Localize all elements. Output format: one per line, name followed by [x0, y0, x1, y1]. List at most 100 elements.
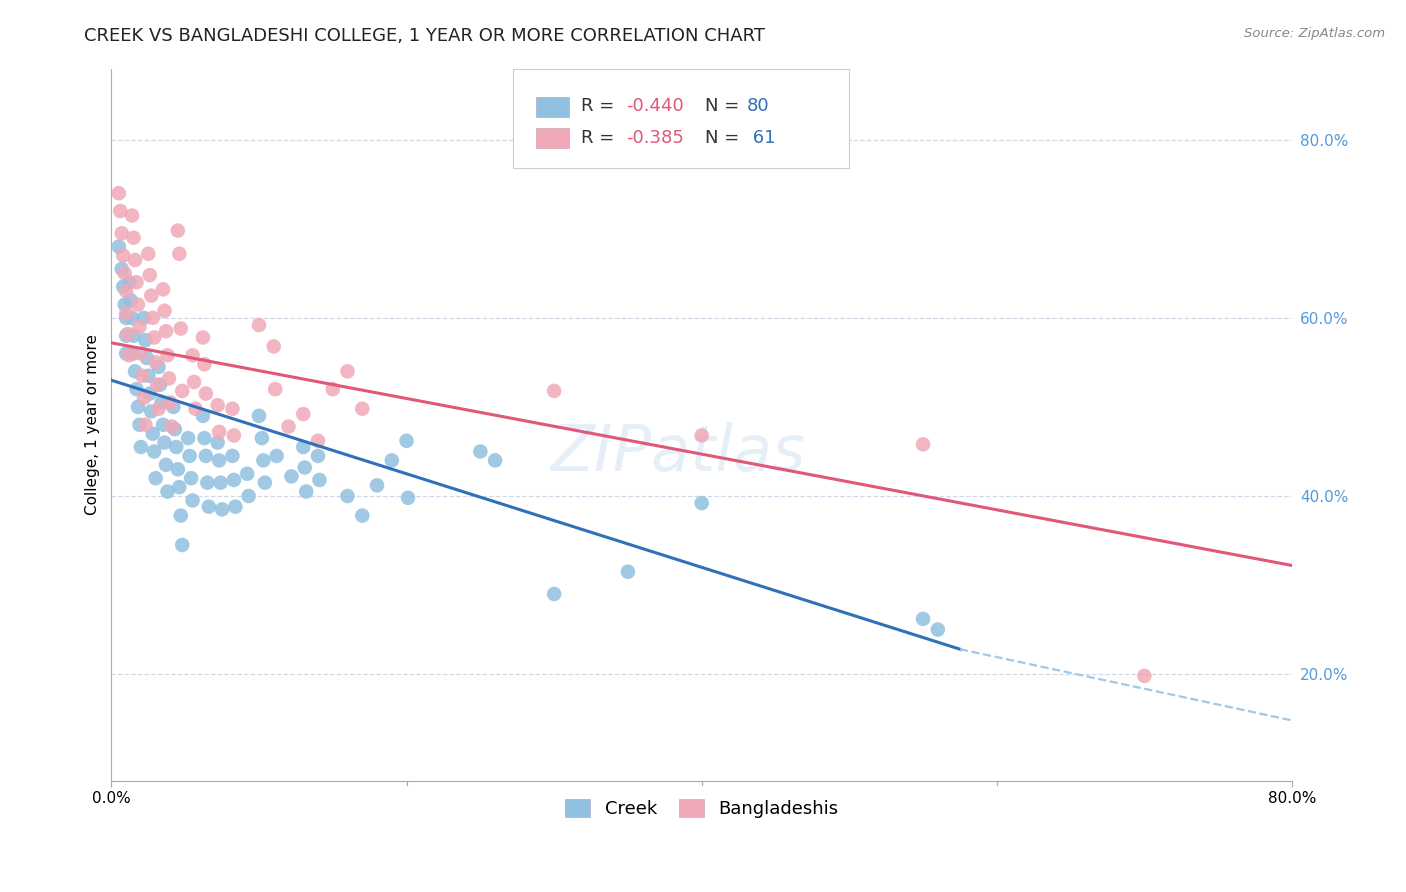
Point — [156, 484, 179, 499]
Text: ZIPatlas: ZIPatlas — [550, 422, 806, 484]
Point — [172, 538, 194, 552]
Point — [543, 587, 565, 601]
Point — [135, 351, 157, 365]
Point — [222, 428, 245, 442]
Point — [224, 500, 246, 514]
Point — [912, 612, 935, 626]
Point — [690, 428, 713, 442]
Point — [124, 252, 146, 267]
Point — [198, 500, 221, 514]
Point — [264, 382, 287, 396]
Point — [177, 431, 200, 445]
Point — [211, 502, 233, 516]
Point — [193, 431, 215, 445]
Point — [150, 395, 173, 409]
Point — [157, 371, 180, 385]
Point — [191, 409, 214, 423]
Point — [352, 401, 374, 416]
Point — [470, 444, 492, 458]
Point — [194, 386, 217, 401]
Point — [172, 384, 194, 398]
FancyBboxPatch shape — [513, 69, 849, 169]
Point — [115, 284, 138, 298]
Text: R =: R = — [581, 97, 620, 115]
Point — [139, 386, 162, 401]
Point — [112, 248, 135, 262]
Point — [141, 404, 163, 418]
Point — [307, 434, 329, 448]
Point — [115, 306, 138, 320]
Point — [122, 328, 145, 343]
Point — [617, 565, 640, 579]
Point — [927, 623, 949, 637]
Point — [352, 508, 374, 523]
Point — [179, 449, 201, 463]
Point — [170, 508, 193, 523]
Point — [121, 209, 143, 223]
Point — [129, 440, 152, 454]
Point — [110, 204, 132, 219]
Text: N =: N = — [706, 97, 745, 115]
Point — [292, 440, 315, 454]
Point — [165, 440, 187, 454]
Point — [252, 453, 274, 467]
Point — [191, 330, 214, 344]
Point — [153, 303, 176, 318]
Point — [152, 417, 174, 432]
Point — [118, 348, 141, 362]
Point — [148, 401, 170, 416]
Point — [129, 346, 152, 360]
Point — [146, 377, 169, 392]
Point — [127, 400, 149, 414]
Point — [180, 471, 202, 485]
Text: R =: R = — [581, 128, 620, 146]
Point — [145, 355, 167, 369]
Point — [221, 401, 243, 416]
Point — [145, 471, 167, 485]
Point — [266, 449, 288, 463]
Point — [136, 246, 159, 260]
Point — [308, 473, 330, 487]
Point — [136, 368, 159, 383]
Text: 80: 80 — [747, 97, 769, 115]
Point — [132, 391, 155, 405]
Point — [277, 419, 299, 434]
Point — [156, 348, 179, 362]
Point — [396, 491, 419, 505]
Point — [107, 240, 129, 254]
Point — [169, 480, 191, 494]
Point — [155, 458, 177, 472]
FancyBboxPatch shape — [537, 97, 569, 117]
Point — [134, 333, 156, 347]
Point — [307, 449, 329, 463]
Point — [115, 310, 138, 325]
Point — [236, 467, 259, 481]
Point — [238, 489, 260, 503]
Point — [160, 419, 183, 434]
Point — [127, 297, 149, 311]
Point — [142, 426, 165, 441]
Point — [163, 422, 186, 436]
Point — [193, 357, 215, 371]
Point — [207, 435, 229, 450]
Point — [295, 484, 318, 499]
Point — [120, 293, 142, 307]
Point — [543, 384, 565, 398]
Text: -0.385: -0.385 — [626, 128, 683, 146]
Point — [263, 339, 285, 353]
Point — [125, 275, 148, 289]
Point — [122, 231, 145, 245]
Point — [122, 346, 145, 360]
Point — [107, 186, 129, 201]
Point — [132, 310, 155, 325]
Point — [124, 364, 146, 378]
Point — [294, 460, 316, 475]
Point — [162, 400, 184, 414]
Point — [128, 319, 150, 334]
Point — [209, 475, 232, 490]
Point — [115, 328, 138, 343]
Point — [141, 288, 163, 302]
Point — [366, 478, 388, 492]
Point — [690, 496, 713, 510]
Point — [207, 398, 229, 412]
